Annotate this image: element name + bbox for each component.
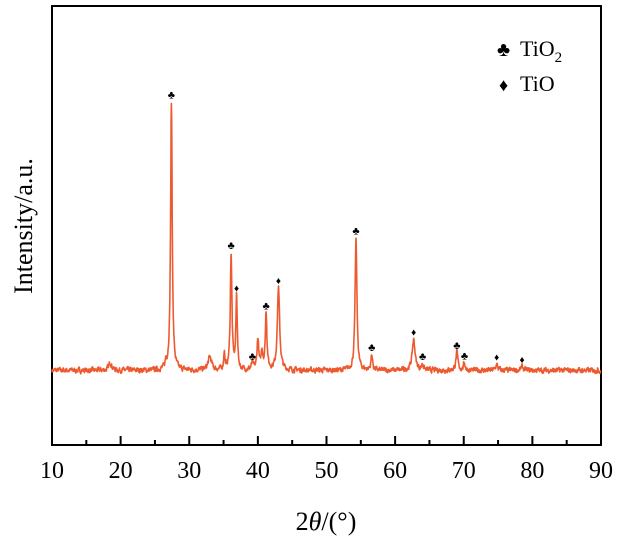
x-tick-label: 30 (177, 458, 201, 484)
tio2-peak-marker: ♣ (168, 90, 175, 102)
tio2-peak-marker: ♣ (228, 240, 235, 252)
tio-peak-marker: ♦ (276, 276, 281, 287)
x-tick-label: 90 (589, 458, 613, 484)
x-tick-label: 10 (40, 458, 64, 484)
tio-peak-marker: ♦ (494, 353, 499, 364)
tio-peak-marker: ♦ (234, 284, 239, 295)
tio2-peak-marker: ♣ (352, 226, 359, 238)
plot-frame (51, 5, 602, 446)
tio2-peak-marker: ♣ (263, 300, 270, 312)
x-tick-label: 40 (246, 458, 270, 484)
xrd-pattern-line (51, 102, 602, 375)
legend-label-tio2: TiO2 (520, 36, 562, 66)
x-tick-label: 70 (452, 458, 476, 484)
tio2-peak-marker: ♣ (368, 342, 375, 354)
y-axis-label: Intensity/a.u. (9, 158, 38, 294)
legend-label-tio: TiO (520, 71, 555, 96)
tio2-peak-marker: ♣ (249, 351, 256, 363)
tio-peak-marker: ♦ (411, 328, 416, 339)
tio-peak-marker: ♦ (520, 355, 525, 366)
tio2-peak-marker: ♣ (453, 340, 460, 352)
x-tick-label: 60 (383, 458, 407, 484)
legend-symbol-tio: ♦ (499, 75, 508, 95)
x-tick-label: 50 (315, 458, 339, 484)
x-axis-label: 2θ/(°) (296, 507, 357, 536)
x-tick-label: 80 (520, 458, 544, 484)
tio2-peak-marker: ♣ (419, 351, 426, 363)
tio2-peak-marker: ♣ (461, 350, 468, 362)
legend-symbol-tio2: ♣ (497, 39, 510, 61)
legend: ♣ TiO2 ♦ TiO (497, 36, 562, 96)
x-tick-label: 20 (109, 458, 133, 484)
